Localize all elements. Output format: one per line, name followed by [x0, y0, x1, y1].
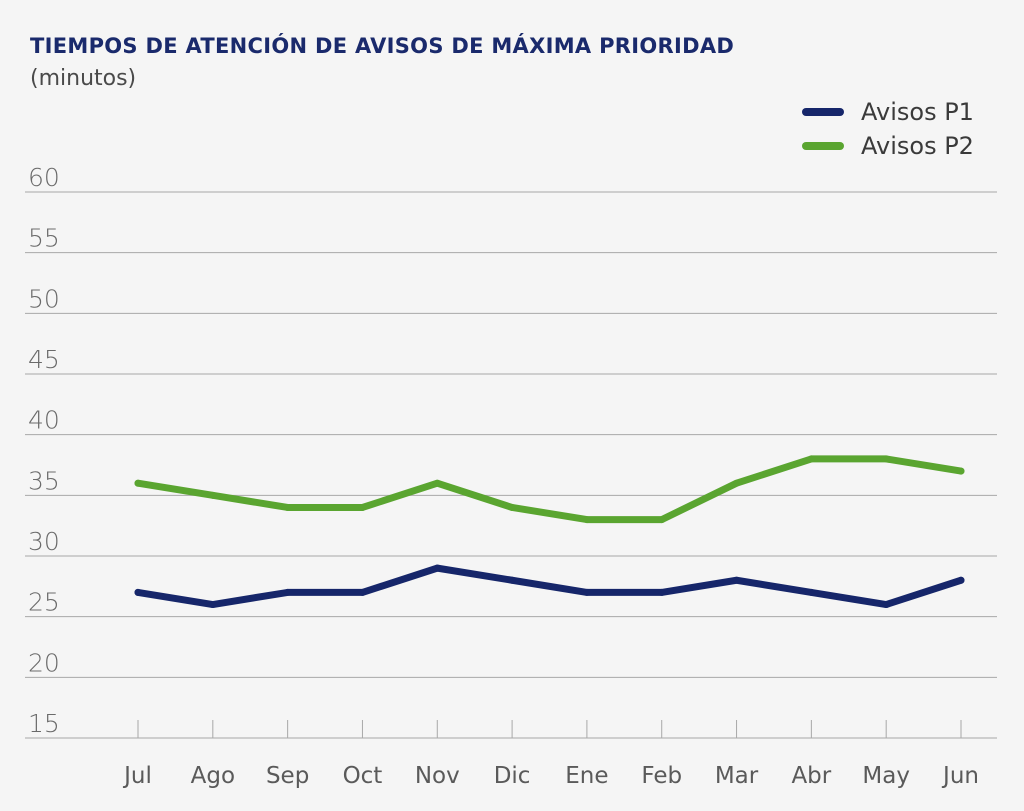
y-axis-tick-labels: 15 20 25 30 35 40 45 50 55 60 — [28, 163, 60, 738]
data-point — [957, 467, 965, 475]
data-point — [807, 455, 815, 463]
x-tick-label: Mar — [715, 763, 759, 789]
x-tick-label: Ago — [191, 763, 235, 789]
data-point — [807, 588, 815, 596]
data-point — [209, 491, 217, 499]
gridlines — [25, 191, 997, 739]
series-line-avisos-p2 — [134, 455, 965, 524]
data-point — [134, 479, 142, 487]
series-line-avisos-p1 — [134, 564, 965, 609]
data-point — [733, 576, 741, 584]
y-tick-label: 30 — [28, 527, 60, 556]
data-point — [658, 588, 666, 596]
y-tick-label: 25 — [28, 588, 60, 617]
data-point — [284, 588, 292, 596]
data-point — [433, 479, 441, 487]
legend: Avisos P1 Avisos P2 — [802, 98, 974, 160]
chart-title: TIEMPOS DE ATENCIÓN DE AVISOS DE MÁXIMA … — [30, 34, 735, 58]
data-point — [957, 576, 965, 584]
x-tick-label: Dic — [494, 763, 531, 789]
x-tick-label: Jul — [122, 763, 152, 789]
x-tick-label: Sep — [266, 763, 309, 789]
x-tick-label: May — [862, 763, 910, 789]
y-tick-label: 40 — [28, 406, 60, 435]
legend-label: Avisos P2 — [861, 132, 974, 160]
data-point — [882, 455, 890, 463]
x-tick-label: Feb — [641, 763, 682, 789]
data-point — [658, 516, 666, 524]
data-point — [508, 503, 516, 511]
data-point — [284, 503, 292, 511]
y-tick-label: 60 — [28, 163, 60, 192]
data-point — [583, 516, 591, 524]
series-lines — [134, 455, 965, 609]
data-point — [508, 576, 516, 584]
x-tick-label: Oct — [343, 763, 383, 789]
y-tick-label: 20 — [28, 648, 60, 677]
y-tick-label: 35 — [28, 466, 60, 495]
data-point — [882, 601, 890, 609]
y-tick-label: 55 — [28, 224, 60, 253]
y-tick-label: 15 — [28, 709, 60, 738]
x-tick-label: Abr — [791, 763, 831, 789]
data-point — [209, 601, 217, 609]
x-tick-label: Ene — [565, 763, 608, 789]
y-tick-label: 45 — [28, 345, 60, 374]
y-tick-label: 50 — [28, 284, 60, 313]
x-tick-label: Nov — [415, 763, 460, 789]
data-point — [733, 479, 741, 487]
data-point — [134, 588, 142, 596]
x-tick-label: Jun — [941, 763, 979, 789]
data-point — [358, 503, 366, 511]
x-axis: Jul Ago Sep Oct Nov Dic Ene Feb Mar Abr May Jun — [122, 720, 979, 789]
legend-label: Avisos P1 — [861, 98, 974, 126]
chart-subtitle: (minutos) — [30, 66, 137, 91]
data-point — [583, 588, 591, 596]
data-point — [433, 564, 441, 572]
data-point — [358, 588, 366, 596]
